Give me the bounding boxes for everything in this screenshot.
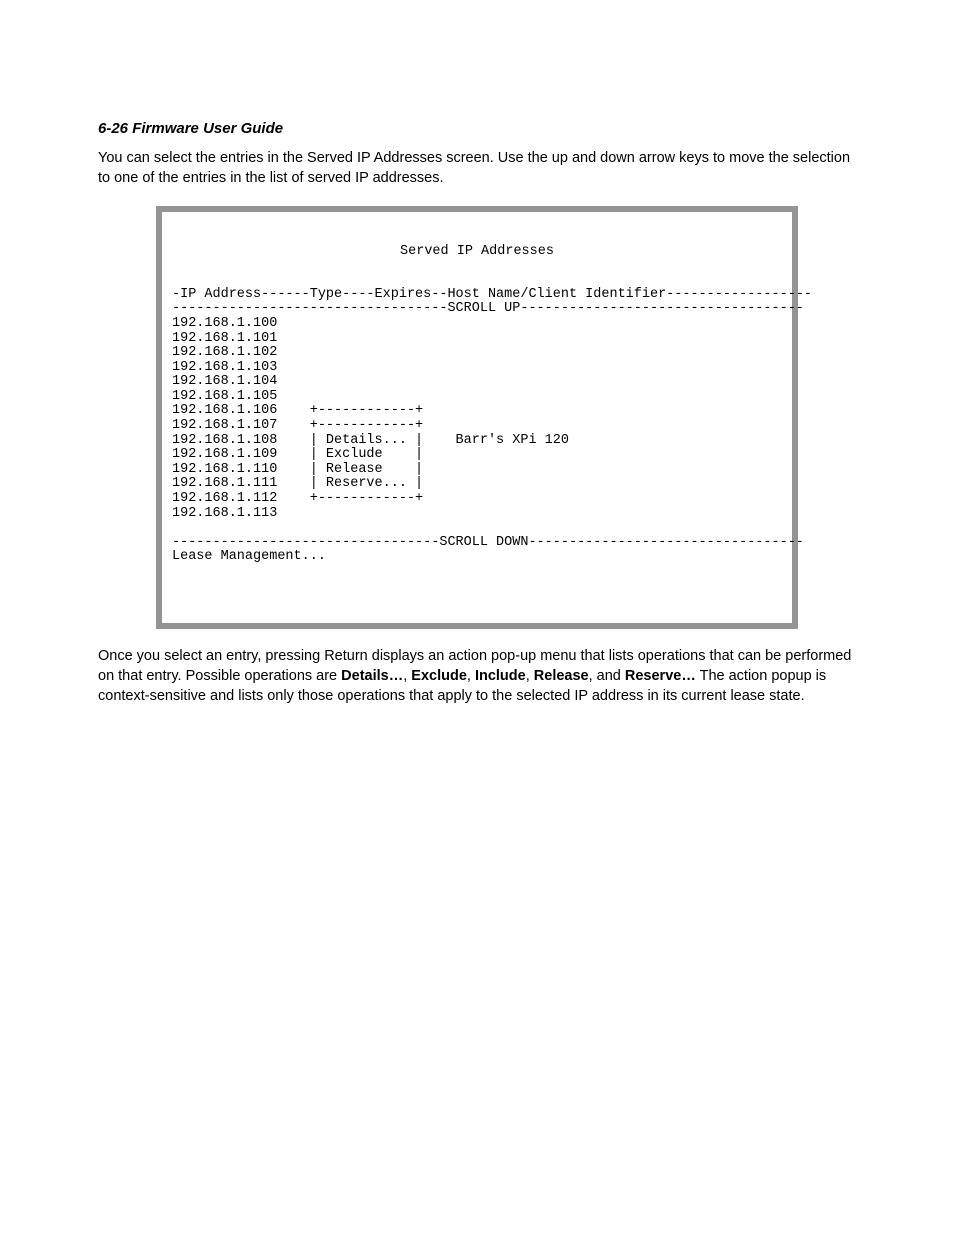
scroll-up-line: ----------------------------------SCROLL… (172, 301, 804, 316)
document-page: 6-26 Firmware User Guide You can select … (0, 0, 954, 706)
terminal-screen: Served IP Addresses -IP Address------Typ… (172, 230, 782, 579)
terminal-column-header: -IP Address------Type----Expires--Host N… (172, 287, 812, 302)
intro-paragraph: You can select the entries in the Served… (98, 149, 856, 188)
lease-management-link[interactable]: Lease Management... (172, 549, 326, 564)
page-header: 6-26 Firmware User Guide (98, 120, 856, 137)
op-reserve: Reserve… (625, 668, 696, 684)
scroll-down-line: ---------------------------------SCROLL … (172, 535, 804, 550)
page-number: 6-26 (98, 120, 128, 137)
op-include: Include (475, 668, 526, 684)
page-title: Firmware User Guide (132, 120, 283, 137)
op-release: Release (534, 668, 589, 684)
op-details: Details… (341, 668, 403, 684)
terminal-rows: 192.168.1.100 192.168.1.101 192.168.1.10… (172, 317, 782, 521)
terminal-frame: Served IP Addresses -IP Address------Typ… (156, 206, 798, 629)
outro-paragraph: Once you select an entry, pressing Retur… (98, 647, 856, 706)
op-exclude: Exclude (411, 668, 467, 684)
terminal-title: Served IP Addresses (172, 245, 782, 260)
